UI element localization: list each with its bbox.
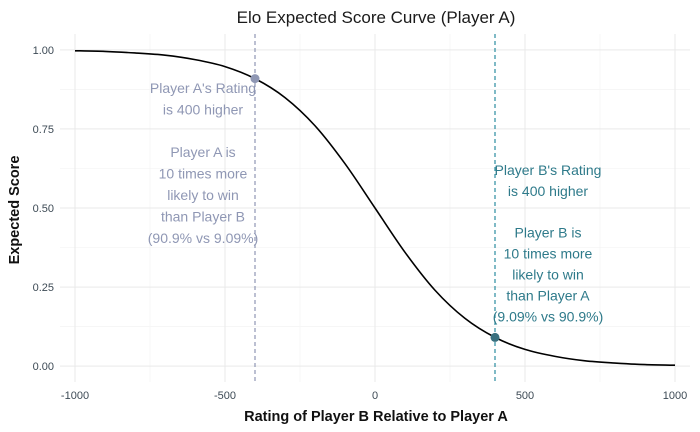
annotation-line: 10 times more [159, 166, 248, 182]
x-axis-title: Rating of Player B Relative to Player A [244, 409, 508, 425]
grid [60, 34, 690, 382]
player-a-annotation: Player A's Rating is 400 higher Player A i… [148, 80, 259, 246]
annotation-line: 10 times more [504, 246, 593, 262]
highlight-markers [250, 74, 500, 342]
y-tick-label: 0.75 [33, 124, 54, 136]
x-tick-label: -1000 [61, 390, 89, 402]
annotation-line: Player B is [515, 225, 582, 241]
annotation-line: is 400 higher [163, 101, 244, 117]
x-axis-ticks: -1000 -500 0 500 1000 [61, 390, 687, 402]
annotation-line: likely to win [167, 187, 239, 203]
y-axis-title: Expected Score [7, 156, 23, 265]
y-axis-ticks: 0.00 0.25 0.50 0.75 1.00 [33, 45, 54, 373]
chart-title: Elo Expected Score Curve (Player A) [237, 8, 516, 27]
highlight-point [250, 74, 260, 84]
y-tick-label: 0.00 [33, 361, 54, 373]
annotations: Player A's Rating is 400 higher Player A i… [148, 80, 604, 324]
annotation-line: Player B's Rating [495, 162, 602, 178]
annotation-line: (9.09% vs 90.9%) [493, 308, 604, 324]
x-tick-label: 0 [372, 390, 378, 402]
annotation-line: Player A's Rating [150, 80, 256, 96]
y-tick-label: 0.25 [33, 282, 54, 294]
reference-lines [254, 34, 496, 382]
annotation-line: Player A is [170, 144, 235, 160]
annotation-line: is 400 higher [508, 183, 589, 199]
x-tick-label: 1000 [663, 390, 687, 402]
highlight-point [490, 332, 500, 342]
y-tick-label: 0.50 [33, 203, 54, 215]
y-tick-label: 1.00 [33, 45, 54, 57]
expected-score-curve [74, 49, 676, 367]
annotation-line: likely to win [512, 267, 584, 283]
x-tick-label: 500 [516, 390, 534, 402]
annotation-line: than Player A [506, 287, 590, 303]
annotation-line: (90.9% vs 9.09%) [148, 230, 259, 246]
x-tick-label: -500 [214, 390, 236, 402]
annotation-line: than Player B [161, 208, 245, 224]
player-b-annotation: Player B's Rating is 400 higher Player B i… [493, 162, 604, 324]
